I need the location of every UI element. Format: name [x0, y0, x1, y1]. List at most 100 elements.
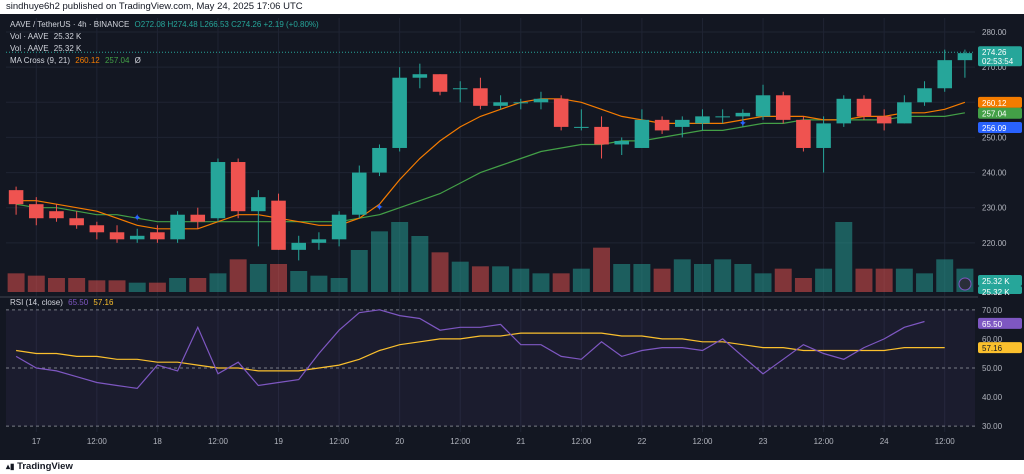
legend-vol1-row[interactable]: Vol · AAVE 25.32 K — [10, 32, 81, 41]
time-tick-label: 12:00 — [692, 437, 713, 446]
last-price-badge-text: 274.26 — [982, 48, 1007, 57]
volume-bar — [189, 278, 207, 292]
ma-cross-marker: ✦ — [375, 203, 383, 214]
legend-vol1-value: 25.32 K — [53, 32, 82, 41]
legend-rsi-row[interactable]: RSI (14, close) 65.50 57.16 — [10, 298, 113, 307]
legend-rsi-value: 65.50 — [68, 298, 89, 307]
volume-bar — [391, 222, 409, 292]
legend-symbol-row[interactable]: AAVE / TetherUS · 4h · BINANCE O272.08 H… — [10, 20, 319, 29]
rsi-badge: 65.50 — [978, 317, 1022, 329]
price-tick-label: 240.00 — [982, 169, 1007, 178]
candle-body — [69, 218, 84, 226]
volume-bar — [774, 268, 792, 292]
time-tick-label: 23 — [759, 437, 768, 446]
time-tick-label: 12:00 — [87, 437, 108, 446]
legend-vol2-row[interactable]: Vol · AAVE 25.32 K — [10, 44, 81, 53]
candle-body — [170, 214, 185, 240]
candle-body — [654, 119, 670, 131]
candle-body — [856, 98, 872, 117]
volume-bar — [895, 268, 913, 292]
candle-body — [675, 119, 690, 127]
tradingview-logo[interactable]: ▴▮ TradingView — [6, 461, 73, 472]
chart-canvas[interactable]: ✦✦✦ 220.00230.00240.00250.00260.00270.00… — [0, 14, 1024, 460]
candle-body — [796, 119, 811, 148]
candle-body — [957, 53, 973, 61]
candle-body — [412, 74, 428, 78]
volume-bar — [270, 264, 288, 292]
time-tick-label: 20 — [395, 437, 404, 446]
rsi-layer — [15, 309, 945, 390]
volume-bar — [290, 271, 308, 292]
price-tick-label: 270.00 — [982, 63, 1007, 72]
candle-body — [937, 60, 952, 89]
time-tick-label: 12:00 — [329, 437, 350, 446]
candle-body — [8, 190, 24, 205]
candle-body — [190, 214, 206, 222]
volume-bar — [370, 231, 388, 292]
volume-bar — [794, 278, 812, 292]
legend-ma-slow: 257.04 — [104, 56, 130, 65]
candle-body — [392, 77, 407, 148]
legend-rsi-label: RSI (14, close) — [10, 298, 63, 307]
candle-body — [230, 162, 246, 212]
candle-body — [876, 116, 892, 124]
volume-badge-a-bg — [978, 275, 1022, 286]
candle-body — [150, 232, 165, 240]
candle-body — [614, 140, 629, 145]
volume-badge-b-text: 25.32 K — [982, 288, 1010, 297]
rsi-ma-line — [16, 332, 945, 372]
legend-rsi-ma: 57.16 — [93, 298, 114, 307]
candle-body — [432, 74, 448, 92]
price-axis-bg — [978, 14, 1024, 460]
legend-ma-extra: Ø — [134, 56, 141, 65]
volume-bar — [633, 264, 651, 292]
rsi-badge-bg — [978, 317, 1022, 329]
candle-body — [493, 102, 508, 106]
time-tick-label: 22 — [637, 437, 646, 446]
price-tick-label: 220.00 — [982, 239, 1007, 248]
alert-icon — [958, 277, 972, 291]
rsi-tick-label: 70.00 — [982, 306, 1003, 315]
legend-ma-label: MA Cross (9, 21) — [10, 56, 71, 65]
volume-bar — [835, 222, 853, 292]
volume-bar — [512, 268, 530, 292]
candle-body — [634, 119, 650, 148]
volume-bar — [714, 259, 732, 292]
volume-bar — [693, 264, 711, 292]
legend-ma-fast: 260.12 — [75, 56, 100, 65]
time-tick-label: 19 — [274, 437, 283, 446]
candle-body — [291, 242, 306, 250]
time-tick-label: 12:00 — [814, 437, 835, 446]
volume-bar — [330, 278, 348, 292]
volume-bar — [229, 259, 247, 292]
rsi-tick-label: 50.00 — [982, 364, 1003, 373]
candle-body — [715, 116, 730, 118]
ma-fast-badge-bg — [978, 96, 1022, 108]
candle-body — [210, 162, 226, 219]
price-tick-label: 250.00 — [982, 133, 1007, 142]
volume-bar — [875, 268, 893, 292]
ma-cross-marker: ✦ — [739, 118, 747, 129]
tradingview-logo-text: TradingView — [17, 461, 73, 472]
volume-bar — [673, 259, 691, 292]
volume-bar — [128, 282, 146, 292]
volume-bar — [754, 273, 772, 292]
volume-bar — [7, 273, 25, 292]
volume-bar — [855, 268, 873, 292]
candle-body — [109, 232, 125, 240]
volume-bar — [593, 247, 611, 292]
candle-body — [897, 102, 912, 124]
ma-cross-marker: ✦ — [133, 213, 141, 224]
volume-bar — [169, 278, 187, 292]
time-tick-label: 18 — [153, 437, 162, 446]
time-tick-label: 12:00 — [208, 437, 229, 446]
candle-body — [574, 126, 589, 128]
chart-frame[interactable]: ✦✦✦ 220.00230.00240.00250.00260.00270.00… — [0, 14, 1024, 460]
volume-bar — [613, 264, 631, 292]
price-tick-label: 280.00 — [982, 28, 1007, 37]
legend-ma-row[interactable]: MA Cross (9, 21) 260.12 257.04 Ø — [10, 56, 141, 65]
time-tick-label: 24 — [880, 437, 889, 446]
candle-body — [775, 95, 791, 120]
candle-body — [836, 98, 852, 124]
